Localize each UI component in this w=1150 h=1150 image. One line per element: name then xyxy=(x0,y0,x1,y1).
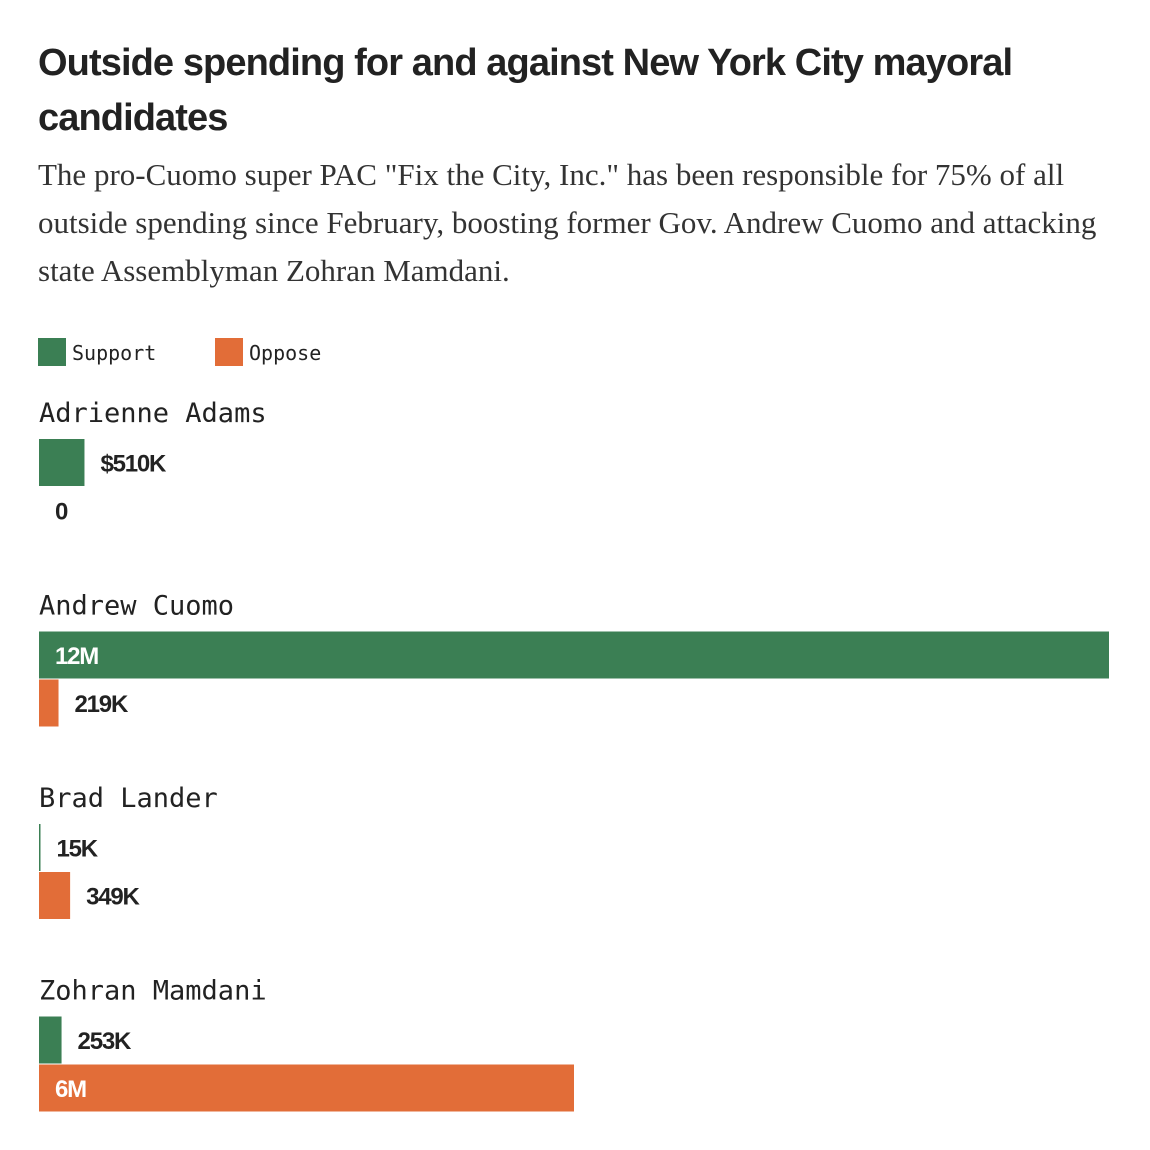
value-label-oppose-andrew-cuomo: 219K xyxy=(75,691,129,718)
bar-support-andrew-cuomo xyxy=(39,631,1109,679)
bar-support-brad-lander xyxy=(39,824,41,871)
value-label-oppose-brad-lander: 349K xyxy=(86,884,140,911)
bar-oppose-brad-lander xyxy=(39,872,71,919)
candidate-name-brad-lander: Brad Lander xyxy=(39,783,218,814)
legend-swatch-support xyxy=(38,338,66,366)
candidate-name-zohran-mamdani: Zohran Mamdani xyxy=(39,976,267,1007)
candidate-name-andrew-cuomo: Andrew Cuomo xyxy=(39,591,234,622)
value-label-oppose-zohran-mamdani: 6M xyxy=(55,1076,86,1103)
value-label-support-adrienne-adams: $510K xyxy=(100,451,167,478)
legend-swatch-oppose xyxy=(215,338,243,366)
bar-oppose-andrew-cuomo xyxy=(39,679,59,727)
chart-title: Outside spending for and against New Yor… xyxy=(38,42,1013,139)
value-label-support-zohran-mamdani: 253K xyxy=(78,1028,132,1055)
chart-subtitle: The pro-Cuomo super PAC "Fix the City, I… xyxy=(38,157,1097,288)
legend-label-oppose: Oppose xyxy=(249,341,322,365)
value-label-support-andrew-cuomo: 12M xyxy=(55,643,98,670)
bar-support-adrienne-adams xyxy=(39,439,85,486)
bar-oppose-zohran-mamdani xyxy=(39,1064,574,1112)
bar-support-zohran-mamdani xyxy=(39,1016,62,1064)
candidate-name-adrienne-adams: Adrienne Adams xyxy=(39,398,267,429)
value-label-support-brad-lander: 15K xyxy=(57,836,99,863)
legend-label-support: Support xyxy=(72,341,157,365)
value-label-oppose-adrienne-adams: 0 xyxy=(55,499,68,526)
